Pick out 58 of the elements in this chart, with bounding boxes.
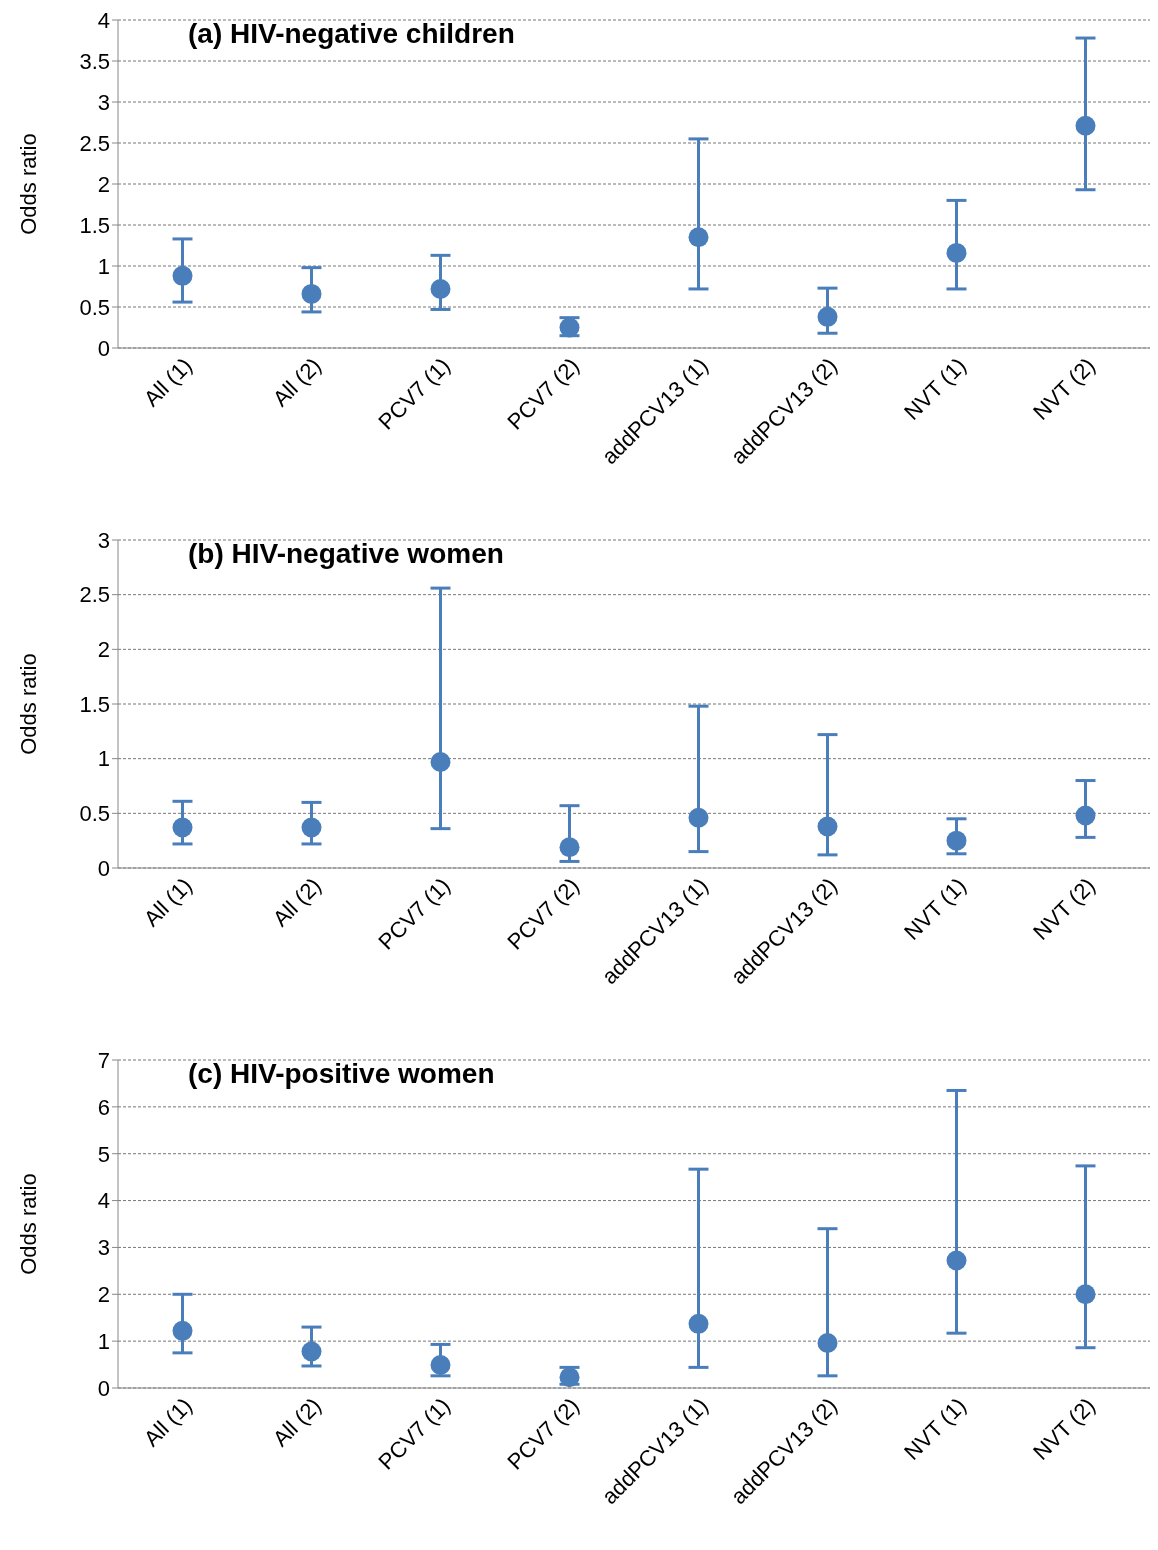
y-axis-title: Odds ratio <box>15 133 41 235</box>
y-tick-label: 2 <box>97 637 110 663</box>
chart-title: (a) HIV-negative children <box>188 18 515 50</box>
y-tick-label: 3 <box>97 1235 110 1261</box>
y-tick-label: 4 <box>97 1188 110 1214</box>
y-tick-label: 1 <box>97 1328 110 1354</box>
y-tick-label: 0 <box>97 855 110 881</box>
point <box>946 1250 967 1271</box>
x-tick-label: All (2) <box>267 352 327 412</box>
y-tick-label: 1.5 <box>79 212 110 238</box>
y-tick-label: 3 <box>97 527 110 553</box>
point <box>172 265 193 286</box>
y-tick-label: 6 <box>97 1094 110 1120</box>
point <box>301 283 322 304</box>
point <box>1075 805 1096 826</box>
point <box>817 816 838 837</box>
x-tick-label: All (1) <box>138 872 198 932</box>
point <box>301 1341 322 1362</box>
y-tick-label: 3 <box>97 89 110 115</box>
y-tick-label: 1.5 <box>79 691 110 717</box>
y-tick-label: 4 <box>97 7 110 33</box>
y-tick-label: 0 <box>97 335 110 361</box>
x-tick-label: All (1) <box>138 1392 198 1452</box>
chart-title: (c) HIV-positive women <box>188 1058 495 1090</box>
x-tick-label: All (2) <box>267 872 327 932</box>
point <box>688 1313 709 1334</box>
point <box>688 807 709 828</box>
y-tick-label: 0.5 <box>79 294 110 320</box>
point <box>817 1333 838 1354</box>
y-tick-label: 2.5 <box>79 582 110 608</box>
x-tick-label: All (1) <box>138 352 198 412</box>
y-tick-label: 1 <box>97 746 110 772</box>
y-tick-label: 2 <box>97 171 110 197</box>
point <box>1075 115 1096 136</box>
point <box>430 1355 451 1376</box>
point <box>430 278 451 299</box>
y-tick-label: 7 <box>97 1047 110 1073</box>
point <box>688 227 709 248</box>
point <box>817 306 838 327</box>
y-tick-label: 0.5 <box>79 801 110 827</box>
x-tick-label: All (2) <box>267 1392 327 1452</box>
y-axis-title: Odds ratio <box>15 653 41 755</box>
point <box>946 830 967 851</box>
y-tick-label: 2.5 <box>79 130 110 156</box>
y-tick-label: 3.5 <box>79 48 110 74</box>
point <box>172 1320 193 1341</box>
y-axis-title: Odds ratio <box>15 1173 41 1275</box>
point <box>430 751 451 772</box>
y-tick-label: 1 <box>97 253 110 279</box>
point <box>172 817 193 838</box>
point <box>1075 1284 1096 1305</box>
point <box>301 817 322 838</box>
point <box>946 242 967 263</box>
chart-title: (b) HIV-negative women <box>188 538 504 570</box>
y-tick-label: 0 <box>97 1375 110 1401</box>
y-tick-label: 2 <box>97 1282 110 1308</box>
y-tick-label: 5 <box>97 1141 110 1167</box>
point <box>559 837 580 858</box>
